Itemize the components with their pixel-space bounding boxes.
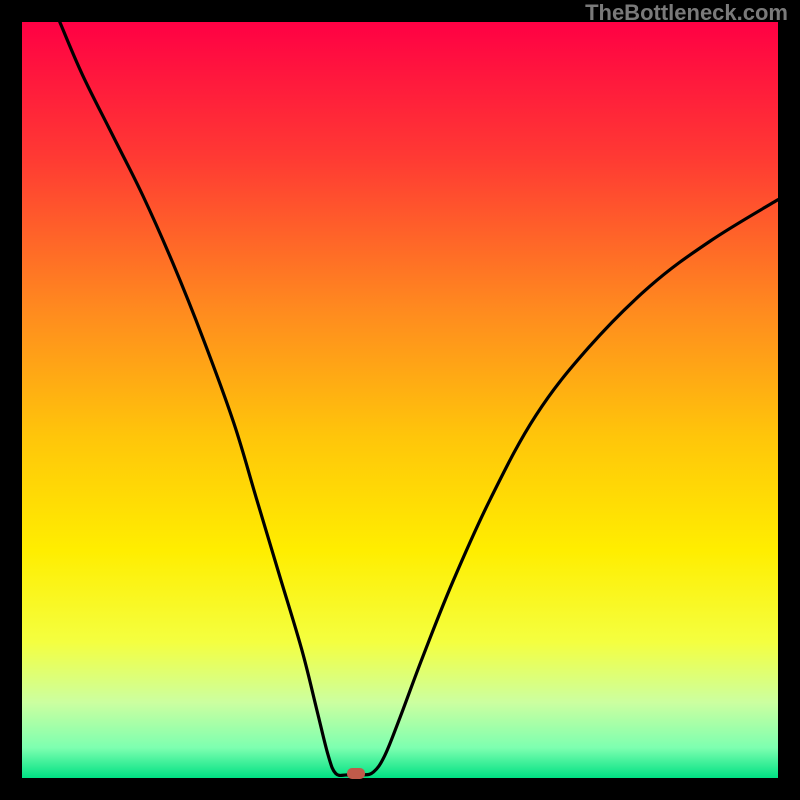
- watermark-text: TheBottleneck.com: [585, 0, 788, 26]
- optimum-marker: [347, 768, 365, 779]
- plot-gradient-background: [22, 22, 778, 778]
- chart-canvas: TheBottleneck.com: [0, 0, 800, 800]
